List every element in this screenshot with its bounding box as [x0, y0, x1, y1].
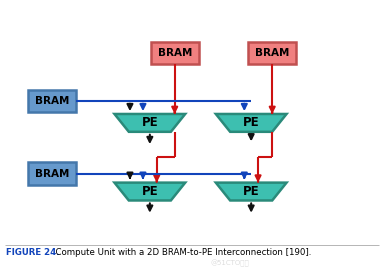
Text: BRAM: BRAM — [157, 48, 192, 58]
Text: PE: PE — [142, 116, 158, 129]
Text: PE: PE — [243, 185, 259, 198]
FancyBboxPatch shape — [151, 42, 199, 64]
FancyBboxPatch shape — [248, 42, 296, 64]
Polygon shape — [114, 114, 185, 132]
Text: BRAM: BRAM — [255, 48, 290, 58]
Text: FIGURE 24.: FIGURE 24. — [7, 248, 60, 257]
Text: BRAM: BRAM — [35, 169, 70, 179]
Text: PE: PE — [142, 185, 158, 198]
Text: BRAM: BRAM — [35, 96, 70, 106]
Polygon shape — [216, 114, 286, 132]
Text: Compute Unit with a 2D BRAM-to-PE Interconnection [190].: Compute Unit with a 2D BRAM-to-PE Interc… — [50, 248, 311, 257]
Text: @51CTO博客: @51CTO博客 — [211, 260, 249, 267]
FancyBboxPatch shape — [28, 90, 76, 112]
Polygon shape — [216, 183, 286, 200]
Polygon shape — [114, 183, 185, 200]
Text: PE: PE — [243, 116, 259, 129]
FancyBboxPatch shape — [28, 163, 76, 185]
